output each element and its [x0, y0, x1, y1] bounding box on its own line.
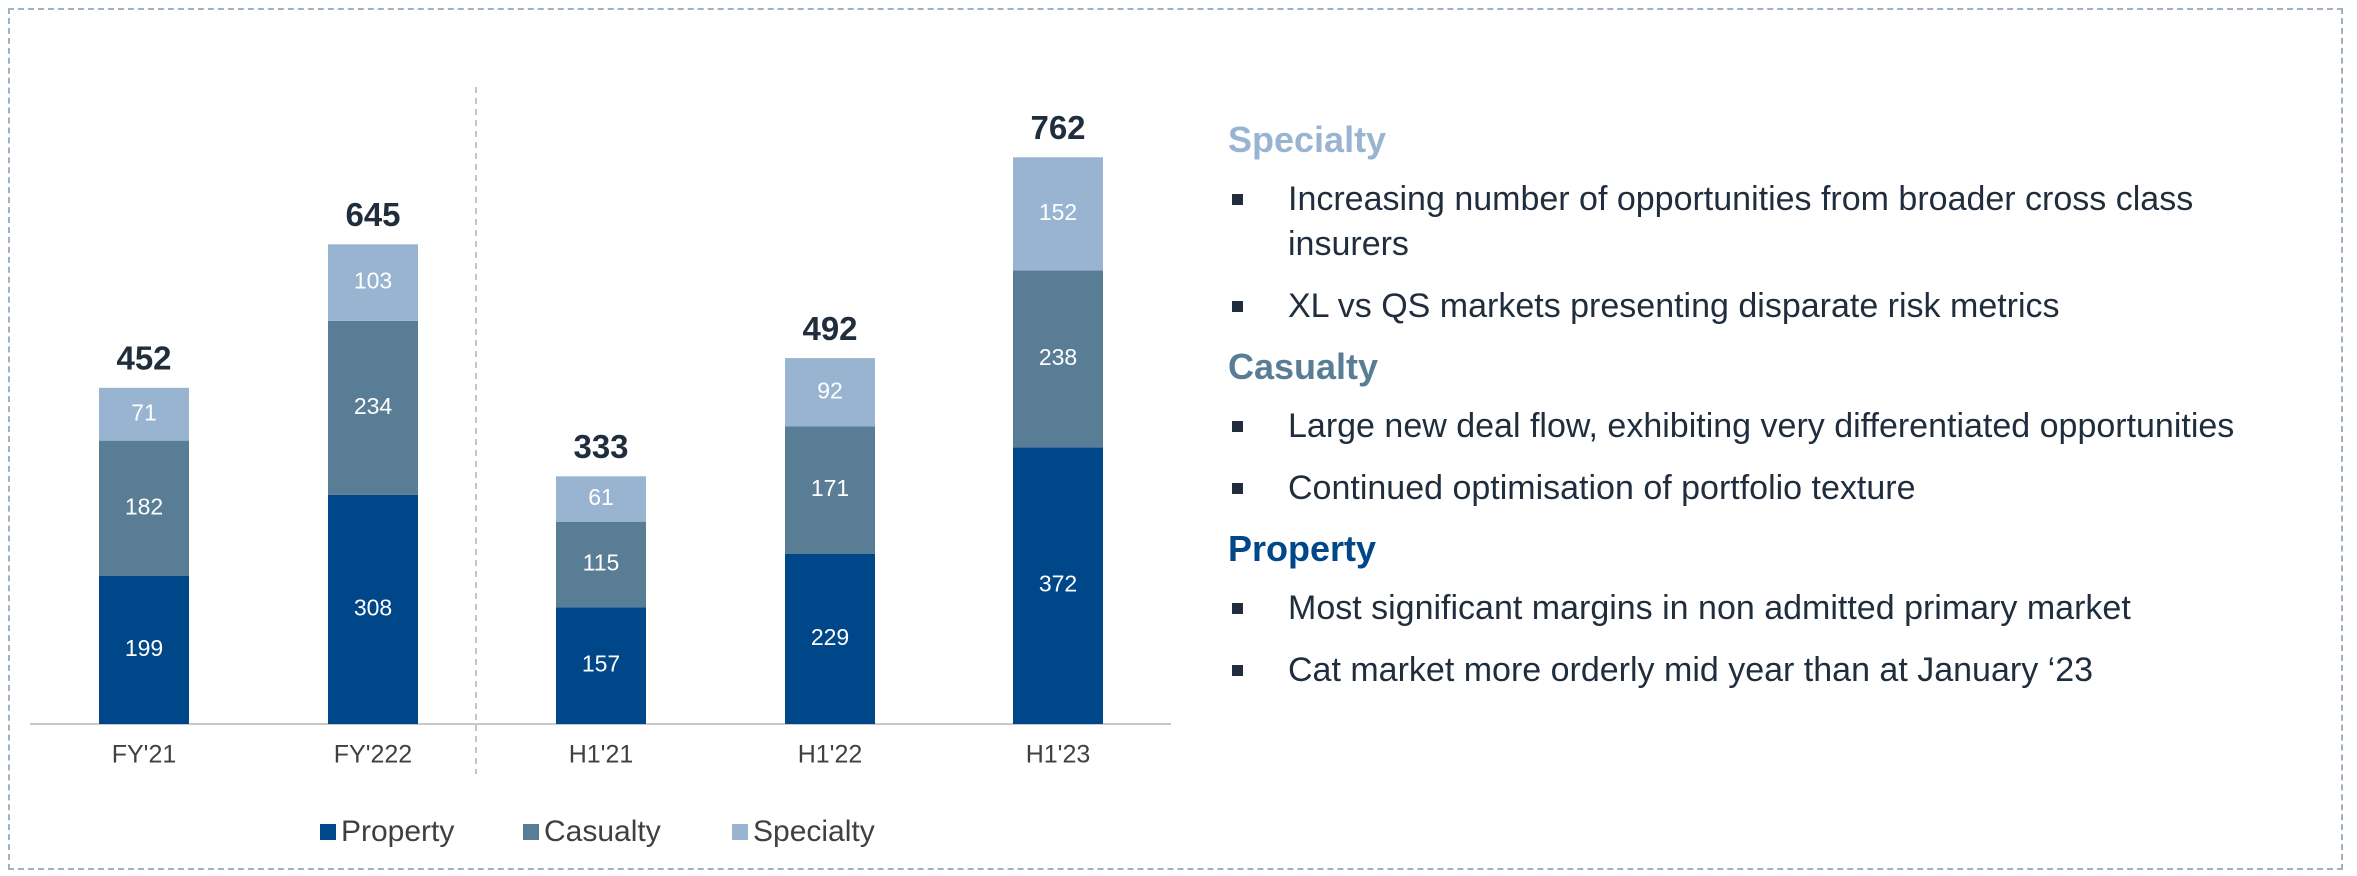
- bar-segment: [556, 521, 646, 608]
- bar-segment: [99, 387, 189, 441]
- segment-label: 308: [354, 595, 392, 621]
- legend-swatch: [320, 824, 336, 840]
- bar-segment: [1013, 447, 1103, 724]
- total-label: 645: [345, 196, 400, 233]
- frame: [8, 8, 2343, 870]
- total-label: 452: [116, 340, 171, 377]
- segment-label: 103: [354, 268, 392, 294]
- commentary-panel: Specialty Increasing number of opportunit…: [1228, 117, 2308, 693]
- segment-label: 71: [131, 399, 157, 425]
- legend-label: Casualty: [544, 815, 661, 848]
- segment-label: 61: [588, 484, 614, 510]
- bullet-point: XL vs QS markets presenting disparate ri…: [1228, 284, 2238, 329]
- bar-segment: [556, 476, 646, 522]
- legend-swatch: [523, 824, 539, 840]
- segment-label: 171: [811, 475, 849, 501]
- segment-label: 92: [817, 377, 843, 403]
- segment-label: 372: [1039, 571, 1077, 597]
- segment-label: 238: [1039, 344, 1077, 370]
- total-label: 762: [1030, 109, 1085, 146]
- bullet-point: Most significant margins in non admitted…: [1228, 586, 2238, 631]
- x-tick-label: H1'22: [798, 741, 863, 769]
- segment-label: 182: [125, 493, 163, 519]
- segment-label: 157: [582, 651, 620, 677]
- bullet-point: Large new deal flow, exhibiting very dif…: [1228, 404, 2238, 449]
- segment-label: 115: [583, 550, 620, 576]
- bar-segment: [556, 607, 646, 724]
- bullet-point: Cat market more orderly mid year than at…: [1228, 648, 2238, 693]
- segment-label: 229: [811, 624, 849, 650]
- bar-segment: [328, 244, 418, 321]
- x-tick-label: FY'222: [334, 741, 412, 769]
- bullet-point: Increasing number of opportunities from …: [1228, 177, 2238, 267]
- segment-label: 199: [125, 635, 163, 661]
- bullet-point: Continued optimisation of portfolio text…: [1228, 466, 2238, 511]
- section-heading: Property: [1228, 528, 1377, 569]
- legend-swatch: [732, 824, 748, 840]
- bar-segment: [785, 426, 875, 554]
- section-heading: Specialty: [1228, 119, 1387, 160]
- bar-segment: [328, 494, 418, 724]
- total-label: 333: [573, 428, 628, 465]
- section-heading: Casualty: [1228, 346, 1379, 387]
- bar-segment: [328, 320, 418, 495]
- segment-label: 152: [1039, 199, 1077, 225]
- bar-segment: [785, 358, 875, 427]
- x-tick-label: H1'23: [1026, 741, 1091, 769]
- bar-segment: [785, 553, 875, 724]
- bar-segment: [1013, 157, 1103, 271]
- bar-segment: [99, 575, 189, 724]
- legend-label: Property: [341, 815, 454, 848]
- x-tick-label: FY'21: [112, 741, 177, 769]
- legend-label: Specialty: [753, 815, 875, 848]
- bar-segment: [1013, 270, 1103, 448]
- total-label: 492: [802, 310, 857, 347]
- chart: 199 182 71 452 FY'21 308 234 103 645 FY'222 157 115…: [30, 87, 1171, 848]
- x-tick-label: H1'21: [569, 741, 634, 769]
- segment-label: 234: [354, 393, 393, 419]
- bar-segment: [99, 440, 189, 576]
